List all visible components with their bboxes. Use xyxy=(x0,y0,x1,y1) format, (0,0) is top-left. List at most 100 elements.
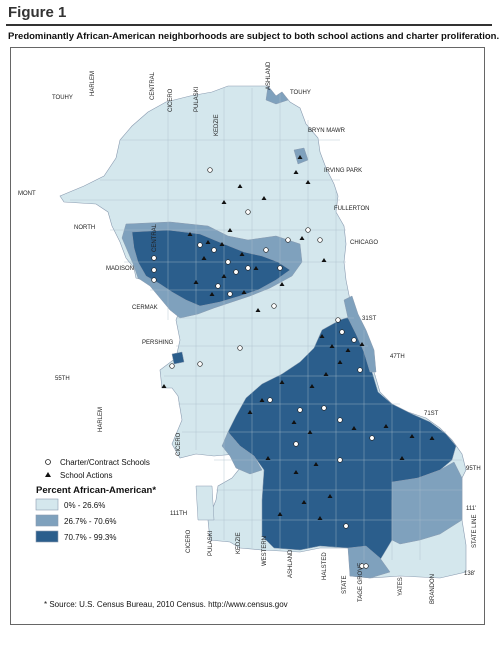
label-cicero-bottom: CICERO xyxy=(186,529,192,553)
school-action-marker xyxy=(259,398,265,402)
school-action-marker xyxy=(221,200,227,204)
charter-school-marker xyxy=(227,291,233,297)
charter-school-marker xyxy=(337,457,343,463)
charter-school-marker xyxy=(321,405,327,411)
label-55th: 55TH xyxy=(55,376,70,382)
region-sw-fragment xyxy=(195,485,215,521)
label-95th: 95TH xyxy=(466,466,481,472)
label-pulaski-bottom: PULASKI xyxy=(208,530,214,556)
label-central-north: CENTRAL xyxy=(150,71,156,100)
label-71st: 71ST xyxy=(424,411,439,417)
school-action-marker xyxy=(297,155,303,159)
school-action-marker xyxy=(307,430,313,434)
legend-percent-title: Percent African-American* xyxy=(36,485,156,496)
charter-school-marker xyxy=(207,167,213,173)
school-action-marker xyxy=(255,308,261,312)
school-action-marker xyxy=(301,500,307,504)
charter-school-marker xyxy=(293,441,299,447)
charter-school-marker xyxy=(211,247,217,253)
charter-school-marker xyxy=(335,317,341,323)
label-111th-west: 111TH xyxy=(170,511,187,517)
charter-school-marker xyxy=(197,242,203,248)
school-action-marker xyxy=(209,292,215,296)
label-bryn-mawr: BRYN MAWR xyxy=(308,128,346,134)
school-action-marker xyxy=(329,344,335,348)
label-ashland-north: ASHLAND xyxy=(266,61,272,90)
school-action-marker xyxy=(205,240,211,244)
charter-school-marker xyxy=(317,237,323,243)
label-pershing: PERSHING xyxy=(142,340,174,346)
school-action-marker xyxy=(161,384,167,388)
school-action-marker xyxy=(351,426,357,430)
label-touhy-east: TOUHY xyxy=(290,90,311,96)
label-cicero-south: CICERO xyxy=(176,432,182,456)
label-kedzie-north: KEDZIE xyxy=(214,114,220,136)
charter-school-marker xyxy=(305,227,311,233)
school-action-marker xyxy=(319,334,325,338)
label-halsted-bottom: HALSTED xyxy=(322,552,328,580)
school-action-marker xyxy=(193,280,199,284)
school-action-marker xyxy=(317,516,323,520)
source-note: * Source: U.S. Census Bureau, 2010 Censu… xyxy=(44,600,288,609)
label-pulaski-north: PULASKI xyxy=(194,86,200,112)
label-mont: MONT xyxy=(18,191,36,197)
label-harlem-south: HARLEM xyxy=(98,407,104,432)
label-fullerton: FULLERTON xyxy=(334,206,369,212)
label-western-bottom: WESTERN xyxy=(262,536,268,566)
charter-school-marker xyxy=(237,345,243,351)
charter-school-marker xyxy=(151,267,157,273)
school-action-marker xyxy=(277,512,283,516)
charter-school-marker xyxy=(151,277,157,283)
charter-school-marker xyxy=(233,269,239,275)
figure-title: Figure 1 xyxy=(8,4,67,21)
school-action-markers xyxy=(161,155,435,520)
region-south-mid-2 xyxy=(347,545,391,579)
school-action-marker xyxy=(383,424,389,428)
school-action-marker xyxy=(323,372,329,376)
school-action-marker xyxy=(239,252,245,256)
label-north: NORTH xyxy=(74,225,95,231)
label-yates-bottom: YATES xyxy=(398,577,404,596)
school-action-marker xyxy=(345,348,351,352)
charter-school-marker xyxy=(245,209,251,215)
school-action-marker xyxy=(265,456,271,460)
school-action-marker xyxy=(201,256,207,260)
charter-school-marker xyxy=(215,283,221,289)
charter-school-marker xyxy=(357,367,363,373)
school-action-marker xyxy=(313,462,319,466)
school-action-marker xyxy=(409,434,415,438)
label-touhy-west: TOUHY xyxy=(52,95,73,101)
legend-actions-label: School Actions xyxy=(60,471,112,480)
legend-charter-symbol xyxy=(45,459,51,465)
region-pershing-high xyxy=(171,351,185,365)
school-action-marker xyxy=(305,180,311,184)
street-labels: TOUHY HARLEM CENTRAL CICERO PULASKI KEDZ… xyxy=(18,61,481,604)
legend-class-low: 0% - 26.6% xyxy=(64,501,105,510)
charter-school-marker xyxy=(169,363,175,369)
label-chicago: CHICAGO xyxy=(350,240,378,246)
region-west-high xyxy=(131,229,291,307)
label-harlem-north: HARLEM xyxy=(90,71,96,96)
legend-class-high: 70.7% - 99.3% xyxy=(64,533,116,542)
label-irving-park: IRVING PARK xyxy=(324,168,362,174)
label-47th: 47TH xyxy=(390,354,405,360)
school-action-marker xyxy=(247,410,253,414)
charter-school-marker xyxy=(343,523,349,529)
legend-actions-symbol xyxy=(45,472,51,477)
label-kedzie-bottom: KEDZIE xyxy=(236,532,242,554)
school-action-marker xyxy=(337,360,343,364)
charter-school-marker xyxy=(369,435,375,441)
label-111th-east: 111' xyxy=(466,506,476,512)
school-action-marker xyxy=(399,456,405,460)
charter-school-marker xyxy=(151,255,157,261)
charter-school-markers xyxy=(151,167,375,569)
school-action-marker xyxy=(321,258,327,262)
school-action-marker xyxy=(221,274,227,278)
charter-school-marker xyxy=(271,303,277,309)
charter-school-marker xyxy=(245,265,251,271)
school-action-marker xyxy=(241,290,247,294)
charter-school-marker xyxy=(263,247,269,253)
school-action-marker xyxy=(359,342,365,346)
title-rule xyxy=(6,24,492,26)
